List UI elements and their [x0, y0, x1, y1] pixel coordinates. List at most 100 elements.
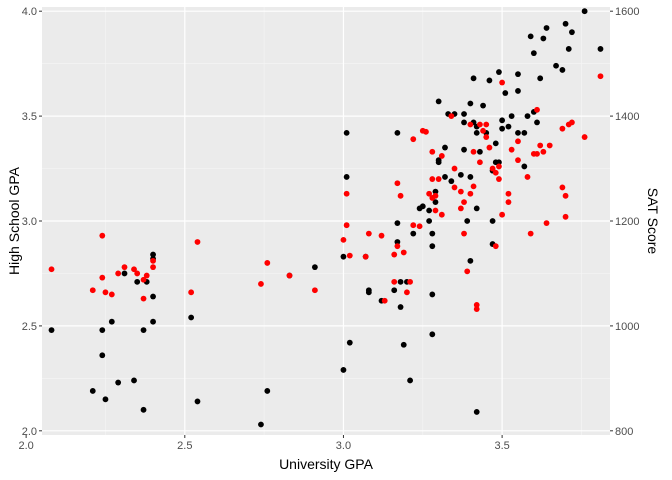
sat-point	[562, 213, 569, 220]
sat-point	[264, 260, 271, 266]
sat-point	[515, 138, 521, 145]
sat-point	[534, 106, 540, 113]
gpa-point	[394, 239, 401, 245]
gpa-point	[140, 327, 147, 333]
gpa-point	[102, 396, 109, 403]
sat-point	[483, 121, 490, 128]
gpa-point	[48, 327, 55, 333]
gpa-point	[496, 69, 502, 75]
sat-point	[102, 289, 109, 296]
y-tick-label: 2.0	[22, 426, 37, 438]
gpa-point	[553, 62, 559, 69]
y2-tick-label: 1200	[615, 216, 639, 228]
sat-point	[423, 128, 429, 135]
gpa-point	[394, 220, 401, 226]
y2-tick-label: 1400	[615, 111, 639, 123]
sat-point	[546, 142, 553, 149]
gpa-point	[419, 203, 426, 210]
sat-point	[432, 207, 439, 214]
gpa-point	[89, 388, 96, 394]
gpa-point	[467, 100, 474, 107]
gpa-point	[467, 257, 474, 264]
gpa-point	[426, 207, 433, 214]
sat-point	[286, 272, 293, 279]
gpa-point	[391, 287, 398, 294]
sat-point	[432, 192, 439, 199]
gpa-point	[346, 339, 353, 346]
gpa-point	[264, 388, 271, 394]
gpa-point	[473, 409, 480, 415]
sat-point	[470, 183, 477, 190]
sat-point	[394, 243, 401, 250]
gpa-point	[429, 291, 436, 298]
gpa-point	[508, 113, 515, 119]
sat-point	[99, 232, 106, 239]
sat-point	[435, 176, 442, 182]
sat-point	[515, 157, 521, 164]
sat-point	[400, 249, 407, 256]
sat-point	[429, 176, 436, 182]
sat-point	[426, 190, 433, 197]
gpa-point	[340, 367, 347, 373]
sat-point	[540, 148, 547, 155]
sat-point	[407, 278, 413, 285]
sat-point	[410, 222, 417, 229]
sat-point	[457, 188, 464, 195]
sat-point	[131, 266, 137, 273]
gpa-point	[524, 113, 531, 119]
gpa-point	[108, 318, 115, 325]
sat-point	[451, 165, 458, 172]
gpa-point	[365, 287, 372, 294]
sat-point	[410, 136, 417, 143]
sat-point	[89, 287, 96, 294]
y-axis-left: 2.0 2.5 3.0 3.5 4.0	[22, 6, 42, 438]
gpa-point	[461, 111, 467, 117]
gpa-point	[530, 50, 537, 57]
sat-point	[467, 121, 474, 128]
sat-point	[461, 199, 467, 206]
sat-point	[457, 205, 464, 212]
sat-point	[524, 174, 531, 180]
sat-point	[492, 243, 499, 250]
sat-point	[480, 127, 486, 134]
sat-point	[404, 289, 410, 296]
gpa-point	[499, 117, 506, 124]
gpa-point	[343, 174, 350, 180]
sat-point	[496, 176, 502, 182]
sat-point	[486, 144, 493, 151]
sat-point	[499, 79, 506, 86]
sat-point	[362, 253, 369, 260]
gpa-point	[429, 243, 436, 250]
gpa-point	[461, 119, 467, 126]
gpa-point	[140, 406, 147, 413]
gpa-point	[394, 129, 401, 136]
sat-point	[99, 274, 106, 281]
sat-point	[464, 268, 471, 275]
sat-point	[461, 230, 467, 237]
sat-point	[194, 239, 201, 245]
y2-axis-title: SAT Score	[645, 188, 661, 255]
gpa-point	[473, 129, 480, 136]
gpa-point	[540, 35, 547, 42]
gpa-point	[527, 33, 534, 40]
sat-point	[489, 165, 496, 172]
gpa-point	[448, 178, 455, 185]
gpa-point	[150, 251, 156, 258]
gpa-point	[470, 75, 477, 82]
sat-point	[527, 230, 534, 237]
gpa-point	[597, 46, 604, 52]
gpa-point	[505, 123, 512, 130]
sat-point	[416, 223, 423, 230]
gpa-point	[134, 278, 141, 285]
sat-point	[505, 199, 512, 206]
gpa-point	[515, 88, 521, 94]
sat-point	[559, 125, 566, 132]
y2-tick-label: 800	[615, 426, 633, 438]
sat-point	[467, 190, 474, 197]
sat-point	[346, 252, 353, 259]
sat-point	[597, 73, 604, 80]
gpa-point	[489, 218, 496, 224]
gpa-point	[499, 125, 506, 132]
gpa-point	[543, 25, 550, 31]
gpa-point	[464, 218, 471, 224]
